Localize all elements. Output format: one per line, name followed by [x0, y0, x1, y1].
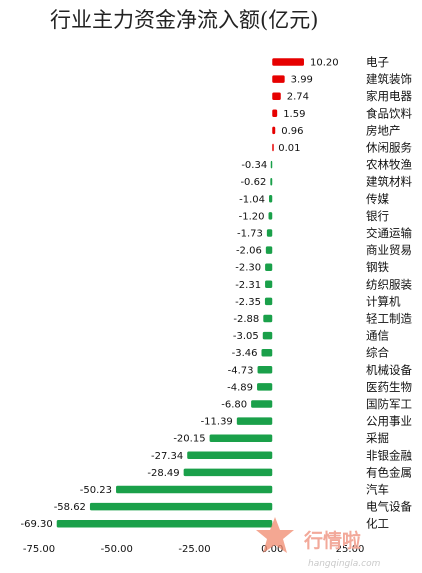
bar-21: [236, 417, 273, 425]
category-label-26: 电气设备: [366, 500, 412, 514]
value-label-18: -4.73: [228, 365, 254, 376]
bar-22: [209, 434, 273, 442]
bar-16: [262, 331, 273, 340]
bar-13: [265, 280, 273, 289]
category-label-10: 交通运输: [366, 226, 412, 240]
bar-26: [89, 502, 273, 511]
bar-17: [261, 348, 273, 357]
value-label-11: -2.06: [236, 246, 262, 257]
value-label-23: -27.34: [151, 451, 183, 462]
value-label-0: 10.20: [310, 58, 339, 69]
category-label-4: 房地产: [366, 123, 401, 137]
value-label-8: -1.04: [239, 194, 265, 205]
category-label-6: 农林牧渔: [366, 158, 412, 172]
bar-15: [263, 314, 273, 323]
value-label-24: -28.49: [147, 468, 179, 479]
category-label-0: 电子: [366, 55, 389, 69]
value-label-9: -1.20: [239, 211, 265, 222]
x-tick-label-0: -75.00: [23, 544, 55, 555]
value-label-10: -1.73: [237, 229, 263, 240]
category-label-5: 休闲服务: [366, 141, 412, 155]
bar-8: [269, 195, 273, 203]
bar-12: [265, 263, 273, 271]
x-tick-label-3: 0.00: [261, 544, 283, 555]
value-label-5: 0.01: [278, 143, 300, 154]
bar-27: [56, 519, 273, 528]
watermark-logo-icon: [256, 517, 294, 553]
value-label-22: -20.15: [173, 434, 205, 445]
category-label-2: 家用电器: [366, 89, 412, 103]
bar-10: [266, 229, 273, 237]
category-label-12: 钢铁: [366, 260, 389, 274]
bar-1: [272, 75, 285, 83]
category-label-22: 采掘: [366, 431, 389, 445]
category-label-27: 化工: [366, 517, 389, 531]
x-tick-label-1: -50.00: [101, 544, 133, 555]
category-label-16: 通信: [366, 329, 389, 343]
x-tick-label-4: 25.00: [336, 544, 365, 555]
bar-18: [257, 366, 273, 374]
category-label-23: 非银金融: [366, 448, 412, 462]
bar-24: [183, 468, 273, 477]
value-label-17: -3.46: [232, 348, 258, 359]
x-tick-label-2: -25.00: [178, 544, 210, 555]
category-label-20: 国防军工: [366, 397, 412, 411]
bar-7: [270, 177, 273, 186]
category-label-17: 综合: [366, 346, 389, 360]
bar-2: [272, 92, 281, 100]
value-label-20: -6.80: [221, 400, 247, 411]
bar-11: [265, 246, 273, 254]
value-label-27: -69.30: [20, 519, 52, 530]
bar-23: [187, 451, 273, 460]
value-label-16: -3.05: [233, 331, 259, 342]
category-label-24: 有色金属: [366, 465, 412, 479]
category-label-7: 建筑材料: [366, 175, 412, 189]
value-label-13: -2.31: [235, 280, 261, 291]
value-label-26: -58.62: [54, 502, 86, 513]
bar-25: [116, 485, 273, 494]
bar-4: [272, 126, 276, 135]
value-label-3: 1.59: [283, 109, 305, 120]
bar-20: [251, 400, 273, 408]
bar-3: [272, 109, 278, 118]
category-label-11: 商业贸易: [366, 243, 412, 257]
category-label-1: 建筑装饰: [366, 72, 412, 86]
value-label-6: -0.34: [241, 160, 267, 171]
bar-14: [264, 297, 273, 306]
bar-6: [270, 160, 273, 169]
bar-5: [272, 143, 274, 152]
value-label-4: 0.96: [281, 126, 303, 137]
category-label-15: 轻工制造: [366, 312, 412, 326]
category-label-21: 公用事业: [366, 414, 412, 428]
category-label-19: 医药生物: [366, 380, 412, 394]
bar-0: [272, 58, 304, 66]
value-label-25: -50.23: [80, 485, 112, 496]
chart-title: 行业主力资金净流入额(亿元): [50, 8, 318, 32]
category-label-13: 纺织服装: [366, 277, 412, 291]
value-label-14: -2.35: [235, 297, 261, 308]
category-label-3: 食品饮料: [366, 106, 412, 120]
category-label-25: 汽车: [366, 483, 389, 497]
value-label-7: -0.62: [240, 177, 266, 188]
value-label-2: 2.74: [287, 92, 309, 103]
category-label-9: 银行: [366, 209, 389, 223]
watermark-site: hangqingla.com: [308, 559, 381, 569]
watermark-brand: 行情啦: [303, 529, 361, 552]
watermark: 行情啦 hangqingla.com: [256, 517, 381, 569]
bar-9: [268, 212, 273, 220]
value-label-21: -11.39: [201, 417, 233, 428]
category-label-14: 计算机: [366, 294, 401, 308]
value-label-1: 3.99: [291, 75, 313, 86]
value-label-15: -2.88: [233, 314, 259, 325]
bar-19: [257, 383, 273, 391]
category-label-8: 传媒: [366, 192, 389, 206]
category-label-18: 机械设备: [366, 363, 412, 377]
value-label-19: -4.89: [227, 382, 253, 393]
value-label-12: -2.30: [235, 263, 261, 274]
